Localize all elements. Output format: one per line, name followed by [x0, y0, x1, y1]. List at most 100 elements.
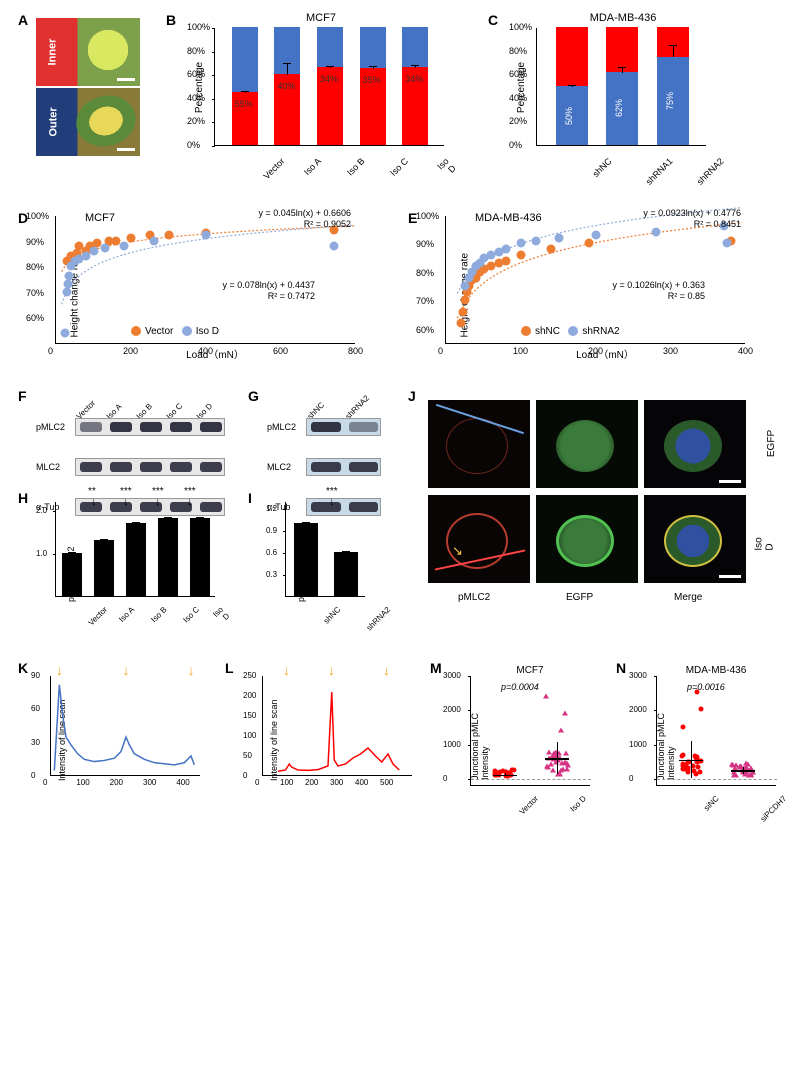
ytick: 1.2 — [266, 504, 277, 513]
panel-A: Inner Outer — [36, 18, 140, 158]
dot — [502, 256, 511, 265]
seg-blue — [402, 27, 428, 67]
bar — [94, 540, 113, 596]
tick — [468, 745, 471, 746]
xtick: 100 — [76, 778, 89, 787]
panelA-inner-label: Inner — [46, 39, 58, 66]
tick — [212, 99, 215, 100]
dot — [64, 280, 73, 289]
ytick: 90% — [26, 237, 44, 247]
errcap — [411, 65, 419, 66]
bar-col — [232, 27, 258, 145]
micro — [644, 495, 746, 583]
xtick: 100 — [280, 778, 293, 787]
errcap — [283, 63, 291, 64]
xlabel: Iso A — [302, 156, 323, 177]
xlabel: Iso B — [345, 156, 367, 178]
band — [349, 462, 379, 472]
dot — [512, 768, 517, 773]
errbar — [673, 45, 674, 58]
ytick: 1.0 — [36, 549, 47, 558]
pct: 62% — [614, 99, 624, 117]
panel-D: MCF7 Height change rate 020040060080060%… — [55, 212, 355, 361]
chartN-title: MDA-MB-436 — [656, 665, 776, 676]
band — [140, 462, 162, 472]
dot — [63, 287, 72, 296]
arrow: ↓ — [383, 662, 390, 678]
cap — [302, 522, 310, 523]
label: pMLC2 — [36, 422, 65, 432]
header: shRNA2 — [343, 394, 370, 421]
cap — [196, 517, 204, 518]
xlabel: Iso D — [430, 156, 458, 184]
bar — [294, 523, 318, 596]
ytick: 80% — [187, 46, 205, 56]
pct: 35% — [363, 75, 381, 85]
dot — [119, 241, 128, 250]
bar-col — [402, 27, 428, 145]
panel-N: MDA-MB-436 Junctional pMLC Intensity 010… — [656, 665, 776, 786]
tick — [212, 122, 215, 123]
tick — [283, 509, 286, 510]
r2: R² = 0.8451 — [694, 219, 741, 229]
dot — [457, 319, 466, 328]
xtick: 300 — [330, 778, 343, 787]
panel-C: MDA-MB-436 Percentage 0%20%40%60%80%100%… — [508, 12, 738, 142]
ytick: 100% — [416, 211, 439, 221]
ytick: 60 — [31, 704, 40, 713]
micro — [536, 495, 638, 583]
r2: R² = 0.85 — [668, 291, 705, 301]
dot — [547, 245, 556, 254]
xlabel: shRNA2 — [694, 156, 725, 187]
col-label: pMLC2 — [458, 592, 490, 603]
bar — [126, 523, 145, 596]
pct: 55% — [235, 99, 253, 109]
panel-F: VectorIso AIso BIso CIso DpMLC2MLC2α-Tub — [75, 418, 225, 478]
dot — [558, 728, 564, 733]
xtick: 400 — [198, 346, 213, 356]
dot — [460, 296, 469, 305]
seg-blue — [317, 27, 343, 67]
label-H: H — [18, 490, 28, 506]
ytick: 2000 — [629, 705, 647, 714]
dot — [89, 246, 98, 255]
ytick: 100% — [187, 22, 210, 32]
panel-I: pMLC2/MLC2 0.30.60.91.2shNCshRNA2***↓ — [285, 502, 365, 597]
panel-H: pMLC2/MLC2 1.02.0VectorIso AIso BIso CIs… — [55, 502, 215, 597]
errbar — [287, 63, 288, 75]
arrow: ↓ — [123, 662, 130, 678]
dot — [61, 328, 70, 337]
chartN: 0100020003000siNCsiPCDH7p=0.0016 — [656, 676, 776, 786]
xlabel: Iso A — [117, 605, 136, 624]
band — [200, 422, 222, 432]
chartD-xlabel: Load（mN） — [75, 346, 355, 361]
scalebar — [117, 148, 135, 151]
errcap — [241, 91, 249, 92]
arrow: ↓ — [188, 662, 195, 678]
bar-col — [360, 27, 386, 145]
blot-row: pMLC2 — [75, 418, 225, 436]
ytick: 0% — [509, 140, 522, 150]
panelA-inner-img: Inner — [36, 18, 140, 86]
ytick: 0.3 — [266, 570, 277, 579]
dot — [563, 750, 569, 755]
ytick: 60% — [416, 325, 434, 335]
ytick: 30 — [31, 738, 40, 747]
errcap — [369, 66, 377, 67]
legend: shNC shRNA2 — [521, 326, 620, 337]
xlabel: Iso C — [181, 605, 201, 625]
tick — [654, 676, 657, 677]
blot-row: MLC2 — [75, 458, 225, 476]
ytick: 100% — [26, 211, 49, 221]
ytick: 0 — [629, 774, 633, 783]
dot — [517, 250, 526, 259]
label-M: M — [430, 660, 442, 676]
row-label: Iso D — [754, 537, 776, 550]
ytick: 150 — [243, 711, 256, 720]
xtick: 200 — [305, 778, 318, 787]
band — [311, 422, 341, 432]
ytick: 60% — [509, 69, 527, 79]
scalebar — [117, 78, 135, 81]
ytick: 0.9 — [266, 526, 277, 535]
pct: 34% — [405, 74, 423, 84]
